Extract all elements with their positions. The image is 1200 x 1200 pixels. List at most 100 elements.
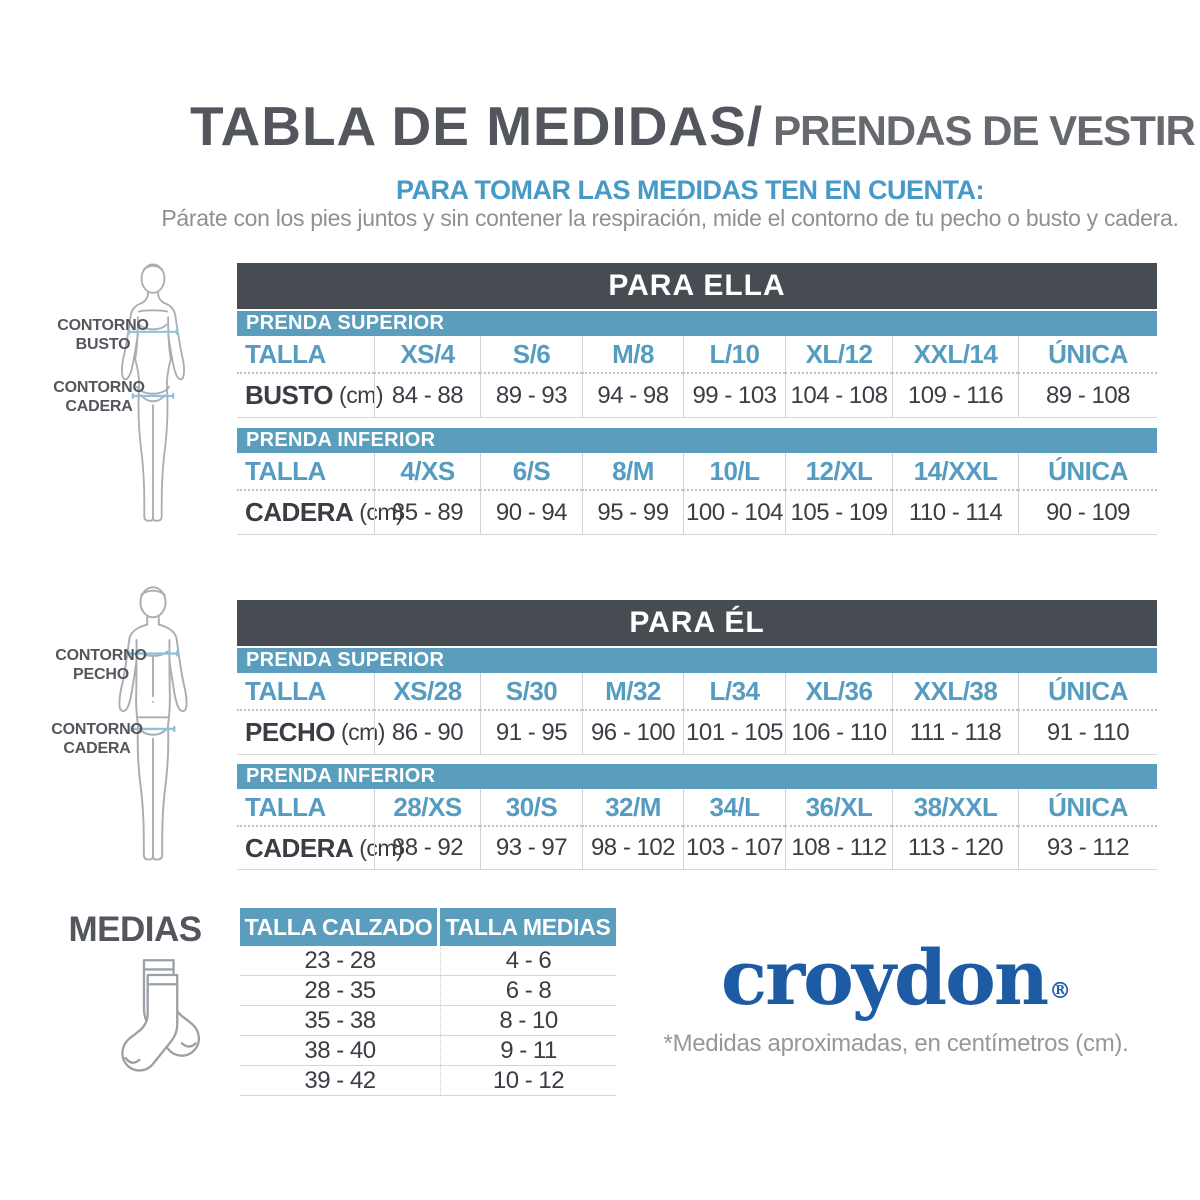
contorno-cadera-label-female: CONTORNO CADERA (53, 379, 145, 416)
medias-cell: 8 - 10 (440, 1006, 616, 1035)
contorno-pecho-label: CONTORNO PECHO (55, 647, 147, 684)
calzado-cell: 35 - 38 (304, 1006, 376, 1034)
measure-label: CADERA (cm) (237, 827, 404, 869)
socks-row: 35 - 38 8 - 10 (240, 1006, 616, 1036)
value-cell: 85 - 89 (374, 491, 480, 534)
value-cell: 86 - 90 (374, 711, 480, 754)
medias-cell: 9 - 11 (440, 1036, 616, 1065)
size-cell: 6/S (480, 453, 582, 491)
value-cell: 108 - 112 (785, 827, 892, 869)
calzado-cell: 28 - 35 (304, 976, 376, 1004)
para-ella-table: PARA ELLA PRENDA SUPERIOR TALLA XS/4 S/6… (237, 263, 1157, 535)
value-cell: 105 - 109 (785, 491, 892, 534)
socks-row: 39 - 42 10 - 12 (240, 1066, 616, 1096)
size-cell: 36/XL (785, 789, 892, 827)
bust-hip-measure-lines (128, 329, 178, 399)
socks-icon-wrap (96, 958, 216, 1093)
size-cell: S/30 (480, 673, 582, 711)
talla-label: TALLA (237, 789, 374, 827)
value-cell: 89 - 93 (480, 374, 582, 417)
socks-size-table: TALLA CALZADO TALLA MEDIAS 23 - 28 4 - 6… (240, 908, 616, 1096)
socks-row: 28 - 35 6 - 8 (240, 976, 616, 1006)
size-cell: 10/L (683, 453, 785, 491)
value-cell: 95 - 99 (582, 491, 683, 534)
socks-table-body: 23 - 28 4 - 6 28 - 35 6 - 8 35 - 38 8 - … (240, 946, 616, 1096)
female-figure (98, 250, 208, 542)
registered-mark: ® (1049, 977, 1072, 1004)
measure-name: CADERA (245, 497, 354, 527)
measure-name: BUSTO (245, 380, 334, 410)
value-cell: 98 - 102 (582, 827, 683, 869)
size-cell: L/34 (683, 673, 785, 711)
page-title-main: TABLA DE MEDIDAS/ (190, 95, 764, 157)
el-inferior-grid: TALLA 28/XS 30/S 32/M 34/L 36/XL 38/XXL … (237, 789, 1157, 870)
value-cell: 110 - 114 (892, 491, 1018, 534)
medias-title: MEDIAS (68, 910, 202, 949)
measure-label: BUSTO (cm) (237, 374, 384, 417)
medias-cell: 4 - 6 (440, 946, 616, 975)
brand-name: croydon (720, 933, 1049, 1022)
para-el-table: PARA ÉL PRENDA SUPERIOR TALLA XS/28 S/30… (237, 600, 1157, 870)
page-title-sub: PRENDAS DE VESTIR (773, 107, 1196, 154)
el-prenda-superior-bar: PRENDA SUPERIOR (237, 648, 1157, 673)
el-prenda-inferior-bar: PRENDA INFERIOR (237, 764, 1157, 789)
size-cell: 28/XS (374, 789, 480, 827)
ella-inferior-grid: TALLA 4/XS 6/S 8/M 10/L 12/XL 14/XXL ÚNI… (237, 453, 1157, 535)
contorno-cadera-label-male: CONTORNO CADERA (51, 721, 143, 758)
size-cell: ÚNICA (1018, 673, 1157, 711)
size-cell: XS/28 (374, 673, 480, 711)
value-cell: 104 - 108 (785, 374, 892, 417)
value-cell: 89 - 108 (1018, 374, 1157, 417)
size-cell: XXL/38 (892, 673, 1018, 711)
para-ella-header: PARA ELLA (237, 263, 1157, 309)
chest-hip-measure-lines (127, 650, 179, 732)
value-cell: 93 - 97 (480, 827, 582, 869)
value-cell: 90 - 94 (480, 491, 582, 534)
value-cell: 99 - 103 (683, 374, 785, 417)
size-cell: XXL/14 (892, 336, 1018, 374)
size-cell: ÚNICA (1018, 789, 1157, 827)
size-cell: XS/4 (374, 336, 480, 374)
size-cell: 30/S (480, 789, 582, 827)
value-cell: 91 - 95 (480, 711, 582, 754)
ella-superior-grid: TALLA XS/4 S/6 M/8 L/10 XL/12 XXL/14 ÚNI… (237, 336, 1157, 418)
size-cell: ÚNICA (1018, 453, 1157, 491)
measure-label: CADERA (cm) (237, 491, 404, 534)
contorno-busto-label: CONTORNO BUSTO (57, 317, 149, 354)
size-cell: ÚNICA (1018, 336, 1157, 374)
ella-prenda-superior-bar: PRENDA SUPERIOR (237, 311, 1157, 336)
size-cell: L/10 (683, 336, 785, 374)
value-cell: 93 - 112 (1018, 827, 1157, 869)
talla-label: TALLA (237, 673, 374, 711)
value-cell: 103 - 107 (683, 827, 785, 869)
socks-row: 38 - 40 9 - 11 (240, 1036, 616, 1066)
size-cell: XL/36 (785, 673, 892, 711)
measure-name: PECHO (245, 717, 335, 747)
measure-unit: (cm) (340, 719, 385, 745)
socks-table-header: TALLA CALZADO TALLA MEDIAS (240, 908, 616, 946)
socks-header-calzado: TALLA CALZADO (240, 908, 440, 946)
talla-label: TALLA (237, 453, 374, 491)
socks-header-medias: TALLA MEDIAS (440, 908, 616, 946)
measure-unit: (cm) (359, 499, 404, 525)
size-cell: M/32 (582, 673, 683, 711)
size-cell: 4/XS (374, 453, 480, 491)
value-cell: 91 - 110 (1018, 711, 1157, 754)
calzado-cell: 39 - 42 (304, 1066, 376, 1094)
value-cell: 111 - 118 (892, 711, 1018, 754)
value-cell: 84 - 88 (374, 374, 480, 417)
el-superior-grid: TALLA XS/28 S/30 M/32 L/34 XL/36 XXL/38 … (237, 673, 1157, 755)
measure-label: PECHO (cm) (237, 711, 385, 754)
brand-block: croydon® *Medidas aproximadas, en centím… (640, 940, 1152, 1058)
page-title: TABLA DE MEDIDAS/PRENDAS DE VESTIR (190, 94, 1196, 158)
size-cell: M/8 (582, 336, 683, 374)
size-cell: 14/XXL (892, 453, 1018, 491)
size-cell: 34/L (683, 789, 785, 827)
calzado-cell: 38 - 40 (304, 1036, 376, 1064)
medias-cell: 6 - 8 (440, 976, 616, 1005)
measure-name: CADERA (245, 832, 354, 863)
ella-prenda-inferior-bar: PRENDA INFERIOR (237, 428, 1157, 453)
size-cell: S/6 (480, 336, 582, 374)
female-body-outline-icon (121, 263, 185, 522)
